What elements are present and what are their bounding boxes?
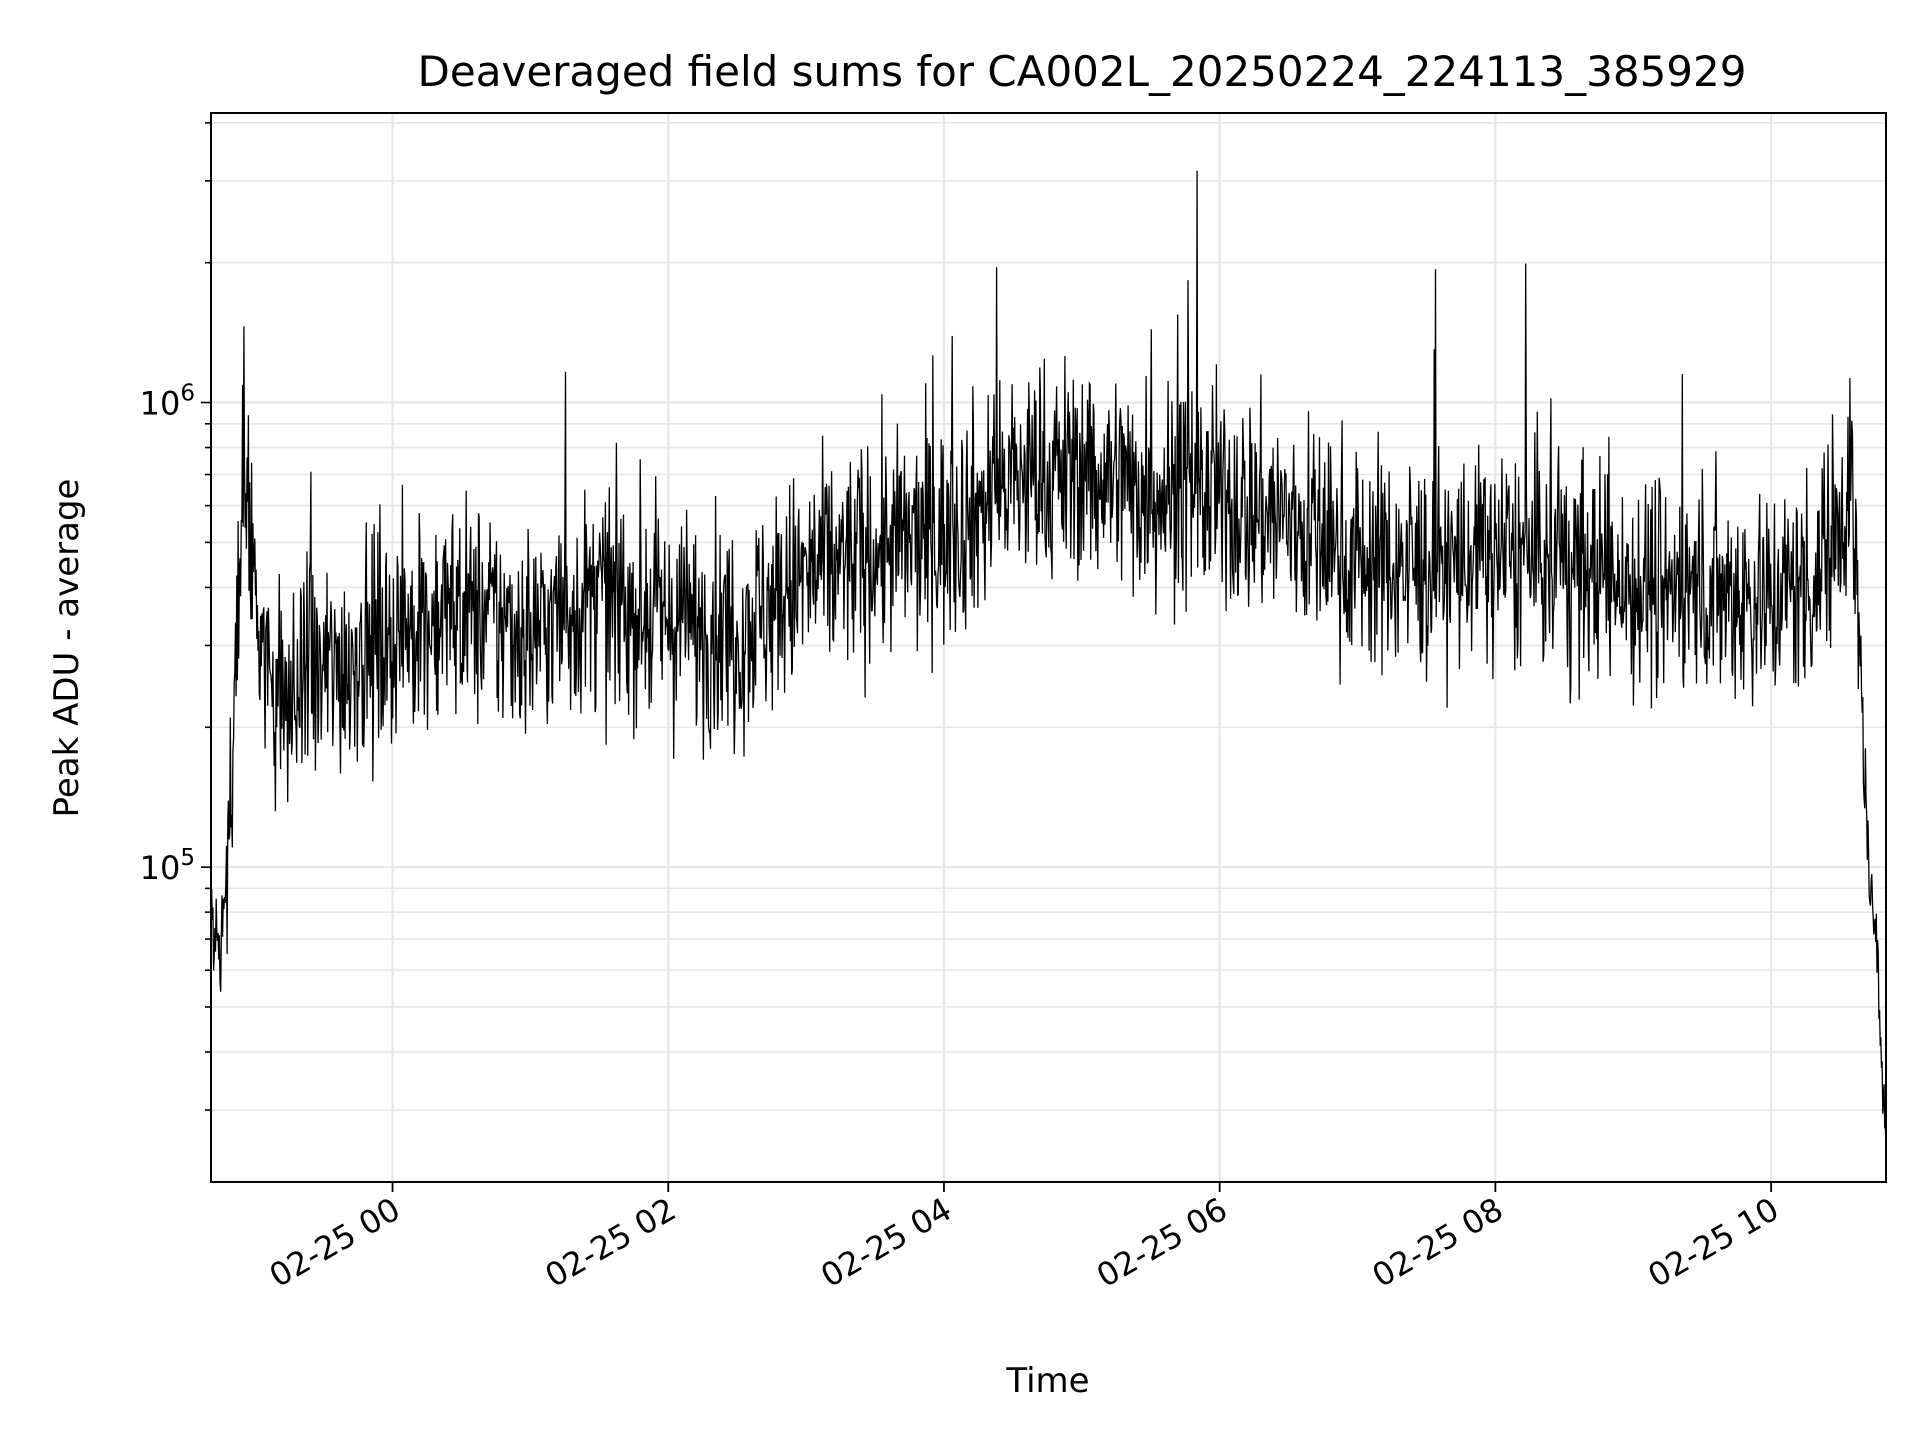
y-tick-exponent: 6	[180, 381, 195, 407]
y-axis-label: Peak ADU - average	[47, 479, 87, 818]
chart-title: Deaveraged field sums for CA002L_2025022…	[418, 47, 1747, 96]
y-tick-base: 10	[140, 849, 181, 887]
plot-frame	[210, 112, 1887, 1183]
x-axis-label: Time	[1005, 1361, 1089, 1401]
series-line	[210, 170, 1887, 1150]
y-tick-base: 10	[140, 385, 181, 423]
y-tick-exponent: 5	[180, 845, 195, 871]
y-tick-label: 106	[140, 381, 195, 423]
y-tick-label: 105	[140, 845, 195, 887]
